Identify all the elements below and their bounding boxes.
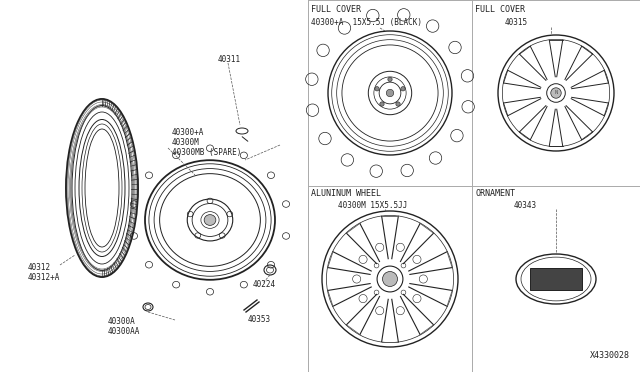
Text: 40315: 40315 [505,18,528,27]
Text: 40224: 40224 [253,280,276,289]
Text: 40300A: 40300A [108,317,136,326]
Ellipse shape [396,102,400,106]
Text: 40353: 40353 [248,315,271,324]
Text: 40343: 40343 [514,201,537,210]
Text: 40312+A: 40312+A [28,273,60,282]
Text: 40312: 40312 [28,263,51,272]
Text: X4330028: X4330028 [590,351,630,360]
Text: FULL COVER: FULL COVER [475,5,525,14]
Ellipse shape [204,215,216,225]
Bar [530,268,582,290]
Ellipse shape [387,89,394,97]
Ellipse shape [401,87,405,91]
Text: 40300M 15X5.5JJ: 40300M 15X5.5JJ [338,201,408,210]
Ellipse shape [551,88,561,98]
Text: 40300AA: 40300AA [108,327,140,336]
Text: 40300+A  15X5.5J (BLACK): 40300+A 15X5.5J (BLACK) [311,18,422,27]
Ellipse shape [380,102,384,106]
Text: NISSAN: NISSAN [543,276,569,282]
Text: ALUNINUM WHEEL: ALUNINUM WHEEL [311,189,381,198]
Text: N: N [554,90,557,96]
Text: 40311: 40311 [218,55,241,64]
Text: 40300M: 40300M [172,138,200,147]
Text: 40300+A: 40300+A [172,128,204,137]
Ellipse shape [375,87,379,91]
Text: 40300MB (SPARE): 40300MB (SPARE) [172,148,241,157]
Text: FULL COVER: FULL COVER [311,5,361,14]
Ellipse shape [383,272,397,286]
Text: ORNAMENT: ORNAMENT [475,189,515,198]
Ellipse shape [388,77,392,81]
